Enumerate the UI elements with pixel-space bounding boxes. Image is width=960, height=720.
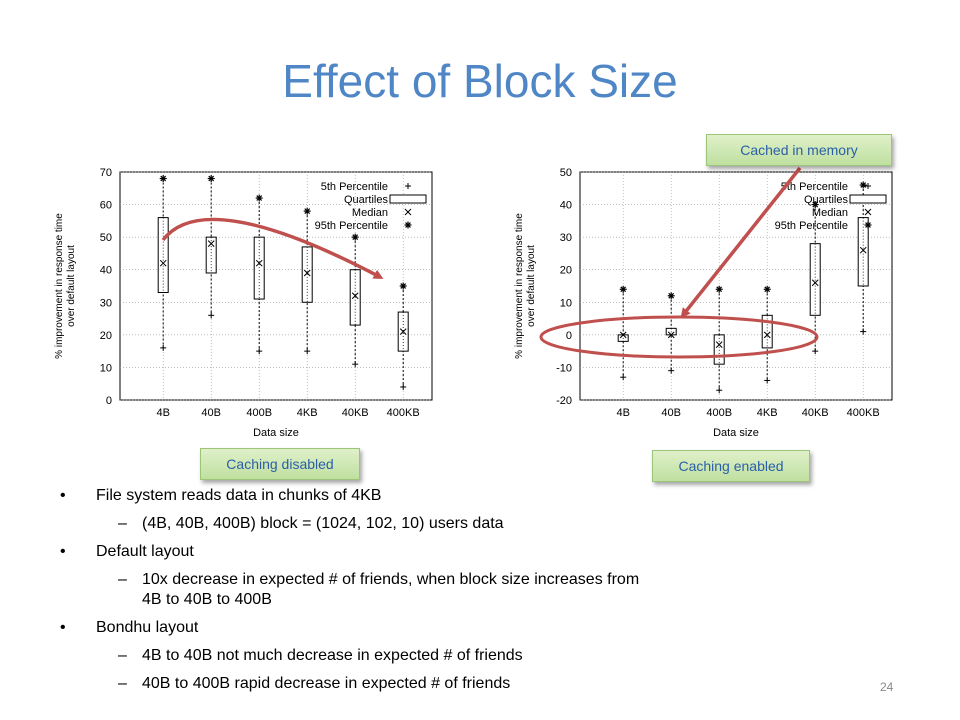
p95-marker bbox=[207, 175, 215, 183]
p95-marker bbox=[619, 285, 627, 293]
legend-symbol-median bbox=[864, 208, 872, 216]
legend-label: 95th Percentile bbox=[775, 220, 848, 232]
legend-symbol-p95 bbox=[404, 221, 412, 229]
y-tick-label: 30 bbox=[560, 232, 572, 244]
p95-marker bbox=[859, 181, 867, 189]
p95-marker bbox=[811, 201, 819, 209]
p5-marker bbox=[352, 361, 359, 368]
legend-symbol-p5 bbox=[865, 183, 871, 189]
p5-marker bbox=[304, 348, 311, 355]
median-marker bbox=[859, 246, 867, 254]
median-marker bbox=[399, 328, 407, 335]
x-tick-label: 400B bbox=[706, 407, 732, 419]
y-tick-label: 40 bbox=[560, 200, 572, 212]
x-tick-label: 40B bbox=[201, 407, 221, 419]
page-number: 24 bbox=[880, 680, 894, 694]
p95-marker bbox=[303, 207, 311, 215]
caching-enabled-callout: Caching enabled bbox=[652, 450, 810, 482]
y-tick-label: 10 bbox=[560, 297, 572, 309]
sub-bullet-item: (4B, 40B, 400B) block = (1024, 102, 10) … bbox=[60, 514, 662, 534]
p95-marker bbox=[399, 282, 407, 290]
legend-label: 95th Percentile bbox=[315, 220, 388, 232]
p5-marker bbox=[256, 348, 263, 355]
bullet-item: Bondhu layout bbox=[60, 618, 820, 638]
p5-marker bbox=[668, 367, 675, 374]
p5-marker bbox=[764, 377, 771, 384]
p95-marker bbox=[763, 285, 771, 293]
p5-marker bbox=[208, 312, 215, 319]
y-tick-label: -20 bbox=[556, 395, 572, 407]
cached-in-memory-callout: Cached in memory bbox=[706, 134, 892, 166]
x-axis-label: Data size bbox=[253, 427, 299, 439]
slide-title: Effect of Block Size bbox=[282, 55, 678, 107]
legend-label: 5th Percentile bbox=[781, 181, 848, 193]
x-tick-label: 4KB bbox=[757, 407, 778, 419]
quartile-box bbox=[857, 217, 869, 287]
p5-marker bbox=[860, 328, 867, 335]
legend-symbol-quartiles bbox=[849, 194, 887, 204]
y-tick-label: 20 bbox=[560, 265, 572, 277]
sub-bullet-item: 4B to 40B not much decrease in expected … bbox=[60, 646, 662, 666]
legend-label: Median bbox=[812, 207, 848, 219]
p5-marker bbox=[812, 348, 819, 355]
legend-label: Quartiles bbox=[804, 194, 849, 206]
x-tick-label: 4KB bbox=[297, 407, 318, 419]
bullet-list: File system reads data in chunks of 4KB … bbox=[60, 486, 820, 702]
legend-label: 5th Percentile bbox=[321, 181, 388, 193]
p95-marker bbox=[715, 285, 723, 293]
x-tick-label: 400B bbox=[246, 407, 272, 419]
y-tick-label: 70 bbox=[100, 167, 112, 179]
y-tick-label: 60 bbox=[100, 200, 112, 212]
y-tick-label: 50 bbox=[100, 232, 112, 244]
y-axis-label: % improvement in response timeover defau… bbox=[54, 213, 77, 359]
p95-marker bbox=[667, 292, 675, 300]
median-marker bbox=[351, 292, 359, 300]
quartile-box bbox=[809, 243, 821, 316]
legend-symbol-median bbox=[404, 208, 412, 216]
p95-marker bbox=[255, 194, 263, 202]
p5-marker bbox=[400, 383, 407, 390]
legend-symbol-p95 bbox=[864, 221, 872, 229]
x-tick-label: 40KB bbox=[802, 407, 829, 419]
x-tick-label: 4B bbox=[616, 407, 629, 419]
y-tick-label: 40 bbox=[100, 265, 112, 277]
box-plot-caching-disabled: 0 10 20 30 40 50 60 70 4B 40B 400B 4KB 40KB 400KB Data… bbox=[54, 167, 433, 439]
p5-marker bbox=[160, 344, 167, 351]
bullet-item: File system reads data in chunks of 4KB bbox=[60, 486, 820, 506]
y-tick-label: -10 bbox=[556, 362, 572, 374]
y-tick-label: 0 bbox=[106, 395, 112, 407]
bullet-item: Default layout bbox=[60, 542, 820, 562]
y-tick-label: 10 bbox=[100, 362, 112, 374]
sub-bullet-item: 40B to 400B rapid decrease in expected #… bbox=[60, 674, 662, 694]
y-tick-label: 0 bbox=[566, 330, 572, 342]
median-marker bbox=[811, 279, 819, 287]
x-tick-label: 40B bbox=[661, 407, 681, 419]
x-axis-label: Data size bbox=[713, 427, 759, 439]
p5-marker bbox=[620, 374, 627, 381]
p95-marker bbox=[159, 175, 167, 183]
box-plot-caching-enabled: -20 -10 0 10 20 30 40 50 4B 40B 400B 4KB 40KB 400KB Da… bbox=[514, 167, 893, 439]
x-tick-label: 400KB bbox=[387, 407, 420, 419]
legend-label: Quartiles bbox=[344, 194, 389, 206]
x-tick-label: 4B bbox=[156, 407, 169, 419]
p5-marker bbox=[716, 387, 723, 394]
legend-symbol-quartiles bbox=[389, 194, 427, 204]
y-tick-label: 50 bbox=[560, 167, 572, 179]
p95-marker bbox=[351, 233, 359, 241]
y-tick-label: 30 bbox=[100, 297, 112, 309]
sub-bullet-item: 10x decrease in expected # of friends, w… bbox=[60, 570, 662, 610]
x-tick-label: 400KB bbox=[847, 407, 880, 419]
legend-label: Median bbox=[352, 207, 388, 219]
x-tick-label: 40KB bbox=[342, 407, 369, 419]
y-axis-label: % improvement in response timeover defau… bbox=[514, 213, 537, 359]
caching-disabled-callout: Caching disabled bbox=[200, 448, 360, 480]
legend-symbol-p5 bbox=[405, 183, 411, 189]
y-tick-label: 20 bbox=[100, 330, 112, 342]
